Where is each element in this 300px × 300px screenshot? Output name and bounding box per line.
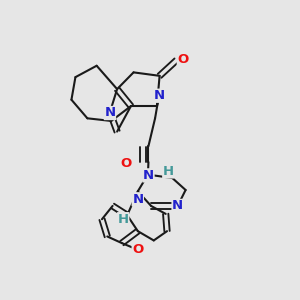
Text: N: N: [143, 169, 154, 182]
Text: O: O: [177, 53, 189, 66]
Text: N: N: [132, 193, 143, 206]
Text: H: H: [163, 165, 174, 178]
Text: O: O: [132, 243, 143, 256]
Text: N: N: [172, 200, 183, 212]
Text: N: N: [104, 106, 116, 119]
Text: O: O: [120, 157, 131, 170]
Text: H: H: [118, 213, 129, 226]
Text: N: N: [154, 89, 165, 102]
